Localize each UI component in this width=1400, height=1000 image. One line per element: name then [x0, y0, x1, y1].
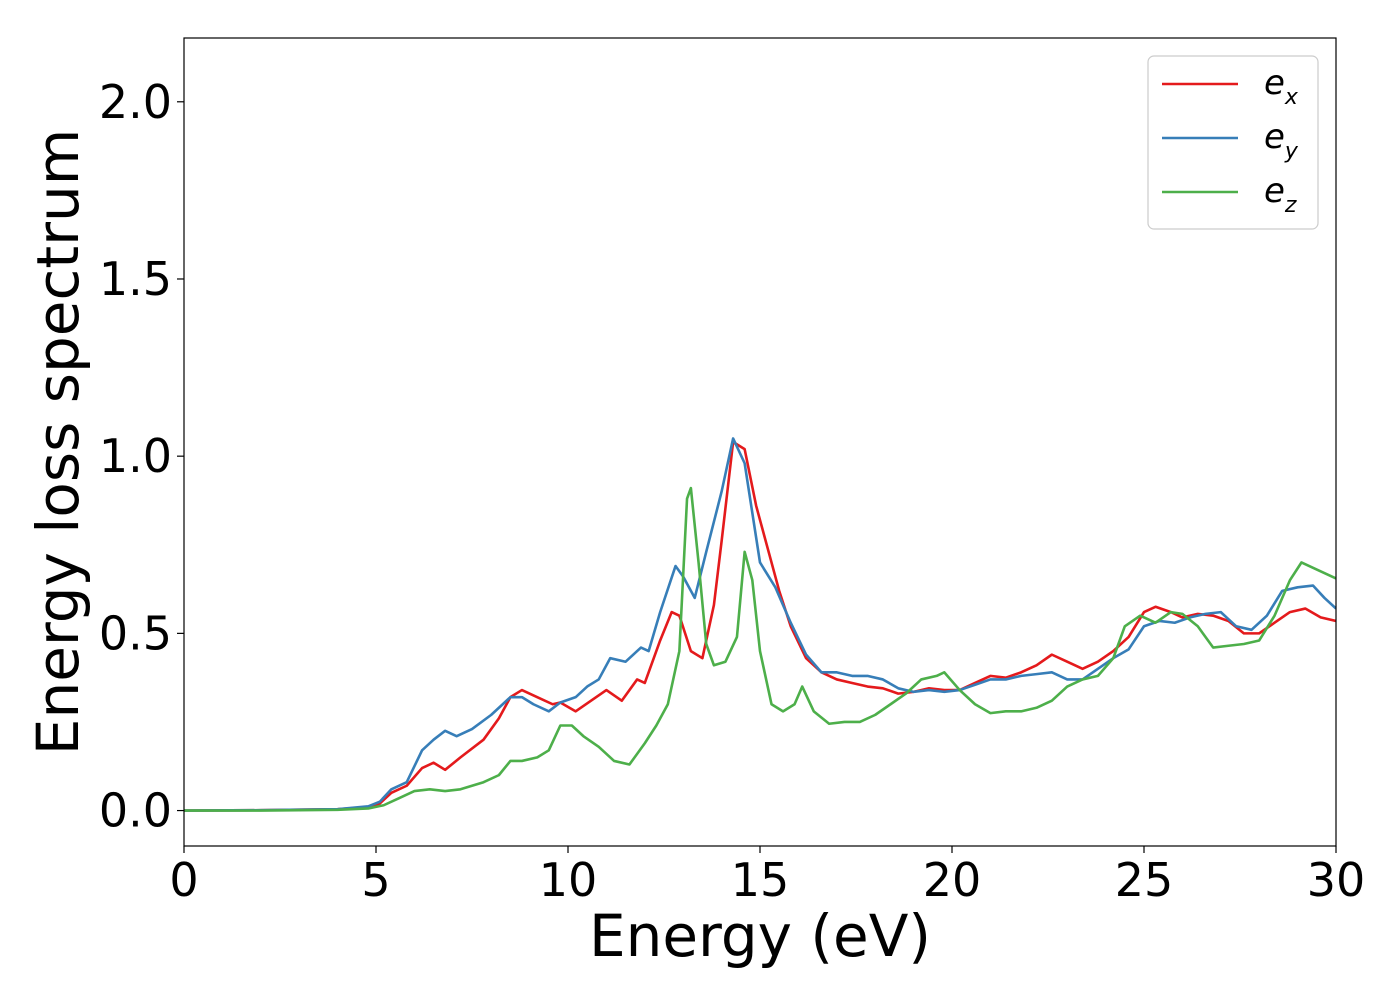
series-line-x — [184, 440, 1336, 812]
x-tick-label: 5 — [361, 853, 390, 907]
y-tick-label: 0.0 — [99, 784, 172, 838]
x-axis-title: Energy (eV) — [589, 902, 931, 970]
legend-label-z: ez — [1264, 171, 1297, 218]
y-tick-label: 2.0 — [99, 75, 172, 129]
legend-box — [1147, 55, 1319, 230]
y-tick-label: 1.5 — [99, 252, 172, 306]
x-tick-label: 30 — [1307, 853, 1366, 907]
x-tick-label: 15 — [731, 853, 790, 907]
legend-label-x: ex — [1264, 63, 1299, 110]
legend: ex ey ez — [1147, 55, 1319, 230]
x-tick-label: 25 — [1115, 853, 1174, 907]
series-line-y — [184, 437, 1336, 812]
y-axis-title: Energy loss spectrum — [24, 129, 92, 755]
y-axis-ticks: 0.0 0.5 1.0 1.5 2.0 — [99, 75, 184, 838]
legend-label-y: ey — [1264, 117, 1299, 164]
series-line-z — [184, 486, 1336, 812]
x-axis-ticks: 0 5 10 15 20 25 30 — [169, 846, 1365, 907]
x-tick-label: 0 — [169, 853, 198, 907]
x-tick-label: 20 — [923, 853, 982, 907]
y-tick-label: 0.5 — [99, 606, 172, 660]
y-tick-label: 1.0 — [99, 429, 172, 483]
x-tick-label: 10 — [539, 853, 598, 907]
